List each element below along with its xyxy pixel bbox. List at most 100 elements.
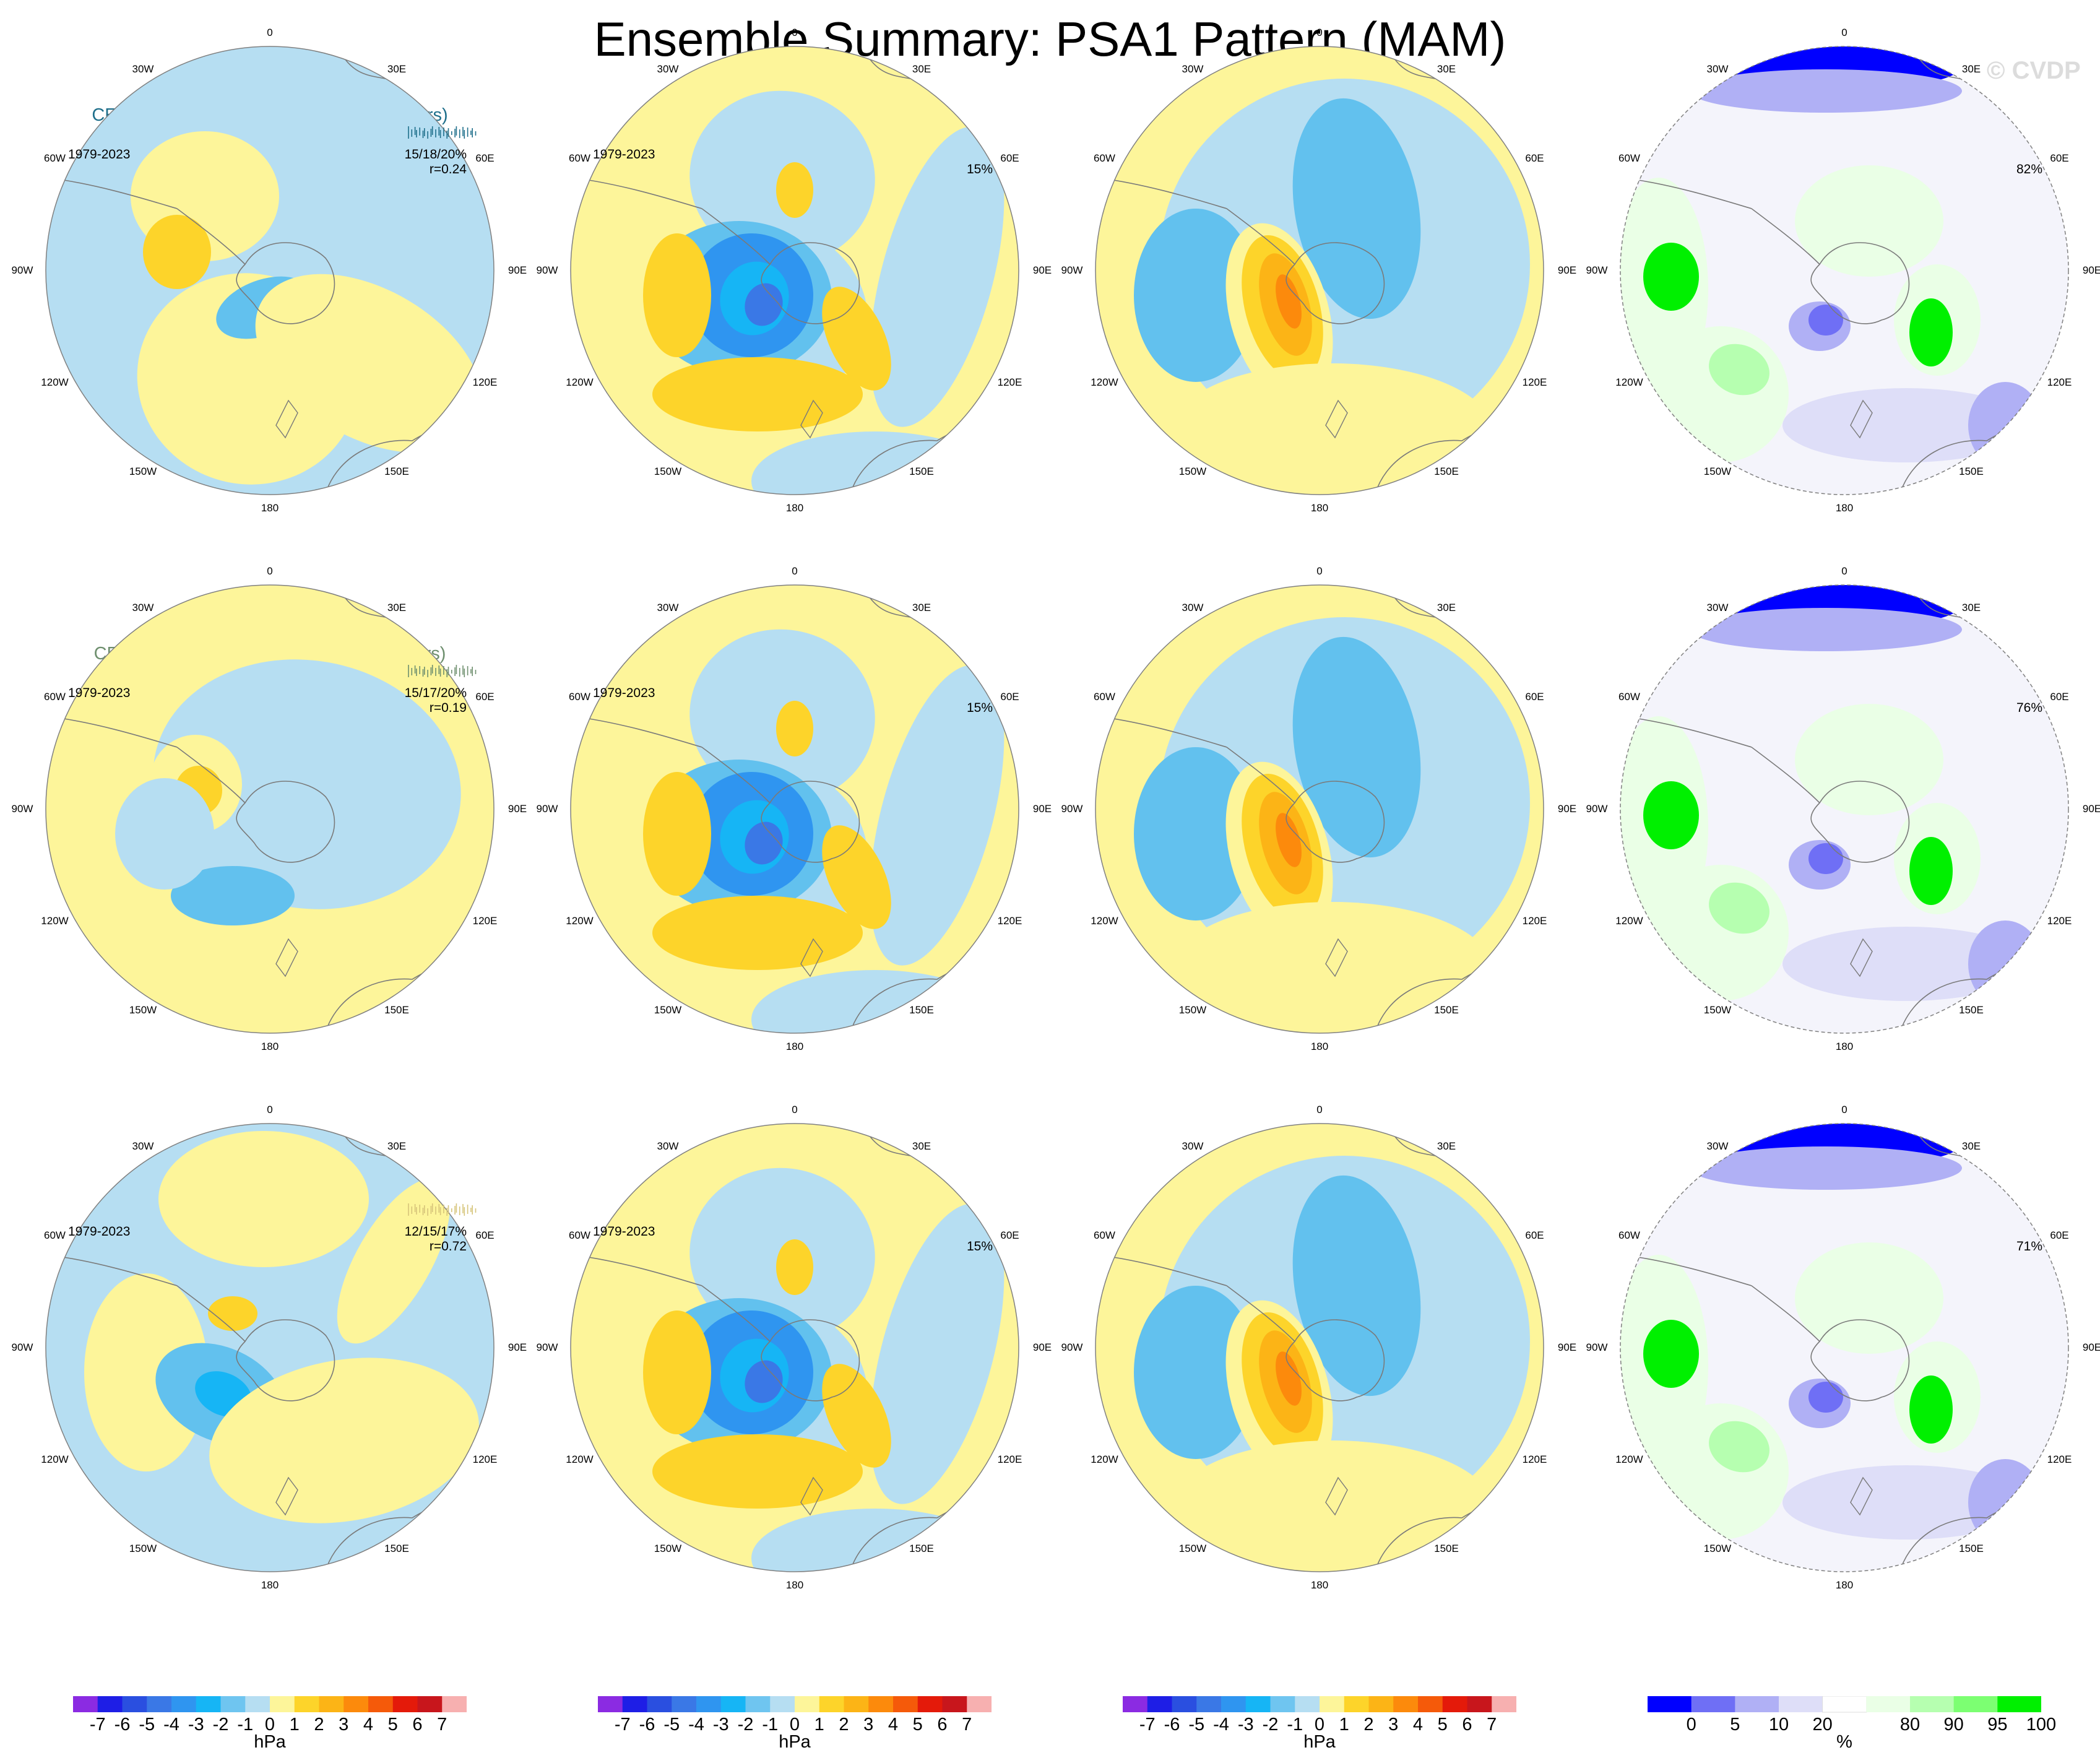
- colorbar-tick-label: 90: [1943, 1715, 1964, 1735]
- longitude-label: 0: [267, 565, 273, 577]
- longitude-label: 90E: [1032, 264, 1052, 276]
- polar-map-diff: [1095, 1123, 1544, 1572]
- colorbar-swatch: [319, 1696, 344, 1712]
- colorbar-swatch: [720, 1696, 746, 1712]
- colorbar-swatch: [622, 1696, 647, 1712]
- longitude-label: 150E: [384, 1543, 409, 1555]
- colorbar-tick-label: 1: [289, 1715, 300, 1735]
- longitude-label: 30W: [657, 63, 679, 75]
- longitude-label: 120W: [1615, 376, 1643, 388]
- polar-map-ens0: [45, 46, 495, 495]
- colorbar-swatch: [1368, 1696, 1394, 1712]
- colorbar-swatch: [819, 1696, 844, 1712]
- longitude-label: 90E: [1557, 1341, 1577, 1353]
- colorbar-swatch: [245, 1696, 270, 1712]
- colorbar-swatch: [598, 1696, 623, 1712]
- longitude-label: 120W: [566, 1453, 594, 1465]
- longitude-label: 30E: [912, 63, 931, 75]
- map-boundary: [45, 584, 495, 1034]
- colorbar-swatch: [917, 1696, 943, 1712]
- field-contour: [1292, 98, 1421, 319]
- antarctica-coastline: [761, 242, 860, 324]
- longitude-label: 150E: [909, 1004, 934, 1016]
- new-zealand-coastline: [275, 1476, 298, 1516]
- colorbar-swatch: [442, 1696, 467, 1712]
- longitude-label: 150W: [129, 1004, 157, 1016]
- colorbar-tick-label: 3: [339, 1715, 349, 1735]
- ensemble-correlation: r=0.72: [429, 1239, 467, 1254]
- colorbar-swatch: [220, 1696, 246, 1712]
- colorbar-tick-label: -3: [1237, 1715, 1254, 1735]
- colorbar-tick-label: 4: [1412, 1715, 1424, 1735]
- colorbar-tick-label: 2: [314, 1715, 324, 1735]
- longitude-label: 30E: [1437, 1140, 1456, 1152]
- field-contour: [776, 1239, 813, 1295]
- field-contour: [643, 1310, 711, 1434]
- field-contour: [1276, 813, 1302, 867]
- colorbar-swatch: [1822, 1696, 1867, 1713]
- field-contour: [1709, 344, 1769, 396]
- colorbar-tick-label: -1: [762, 1715, 779, 1735]
- colorbar-swatch: [270, 1696, 295, 1712]
- longitude-label: 60E: [1525, 691, 1544, 703]
- longitude-label: 120E: [997, 376, 1022, 388]
- longitude-label: 0: [792, 565, 798, 577]
- colorbar-swatch: [795, 1696, 820, 1712]
- colorbar-tick-label: -1: [237, 1715, 254, 1735]
- colorbar-swatch: [1123, 1696, 1148, 1712]
- longitude-label: 60E: [2050, 152, 2069, 164]
- longitude-label: 120W: [41, 915, 69, 927]
- south-america-coastline: [1621, 716, 1820, 804]
- colorbar-swatch: [967, 1696, 992, 1712]
- polar-map-rank: [1620, 584, 2069, 1034]
- longitude-label: 150W: [1178, 466, 1207, 478]
- colorbar-tick-label: -2: [212, 1715, 229, 1735]
- rank-area-pct: 71%: [2016, 1239, 2043, 1254]
- map-boundary: [570, 584, 1019, 1034]
- field-contour: [1690, 1146, 1962, 1190]
- field-contour: [870, 126, 1005, 427]
- colorbar-swatch: [1172, 1696, 1197, 1712]
- field-contour: [1795, 1242, 1943, 1354]
- polar-map-era: [570, 46, 1019, 495]
- longitude-label: 90E: [2082, 1341, 2100, 1353]
- field-contour: [158, 1131, 369, 1267]
- colorbar-swatch: [97, 1696, 123, 1712]
- new-zealand-coastline: [1325, 399, 1348, 439]
- new-zealand-coastline: [800, 1476, 823, 1516]
- longitude-label: 60W: [569, 1229, 590, 1241]
- colorbar-tick-label: -6: [1164, 1715, 1180, 1735]
- colorbar-tick-label: -2: [737, 1715, 754, 1735]
- longitude-label: 60W: [1618, 1229, 1640, 1241]
- colorbar-swatch: [1467, 1696, 1492, 1712]
- antarctica-coastline: [1810, 242, 1910, 324]
- colorbar-swatch: [868, 1696, 894, 1712]
- longitude-label: 30E: [912, 1140, 931, 1152]
- colorbar-swatch: [1779, 1696, 1823, 1712]
- ensemble-pct-stats: 12/15/17%: [404, 1224, 467, 1239]
- longitude-label: 90E: [1557, 264, 1577, 276]
- longitude-label: 180: [261, 502, 279, 514]
- era5-variance-pct: 15%: [967, 701, 993, 715]
- field-contour: [1171, 363, 1493, 495]
- colorbar-tick-label: 3: [1388, 1715, 1399, 1735]
- period-label: 1979-2023: [68, 686, 131, 700]
- field-contour: [1134, 209, 1258, 382]
- colorbar-tick-label: 6: [412, 1715, 423, 1735]
- longitude-label: 60W: [1618, 152, 1640, 164]
- map-boundary: [570, 46, 1019, 495]
- longitude-label: 90W: [536, 1341, 558, 1353]
- rank-area-pct: 76%: [2016, 701, 2043, 715]
- longitude-label: 90W: [1586, 1341, 1608, 1353]
- polar-map-ens1: [45, 584, 495, 1034]
- field-contour: [1808, 1382, 1843, 1413]
- longitude-label: 60W: [44, 1229, 66, 1241]
- colorbar-swatch: [1648, 1696, 1692, 1712]
- field-contour: [143, 215, 211, 289]
- field-contour: [1909, 298, 1953, 366]
- longitude-label: 30E: [387, 63, 407, 75]
- longitude-label: 90W: [536, 803, 558, 815]
- colorbar-unit: hPa: [254, 1732, 286, 1752]
- longitude-label: 30W: [1706, 1140, 1729, 1152]
- longitude-label: 150W: [1178, 1004, 1207, 1016]
